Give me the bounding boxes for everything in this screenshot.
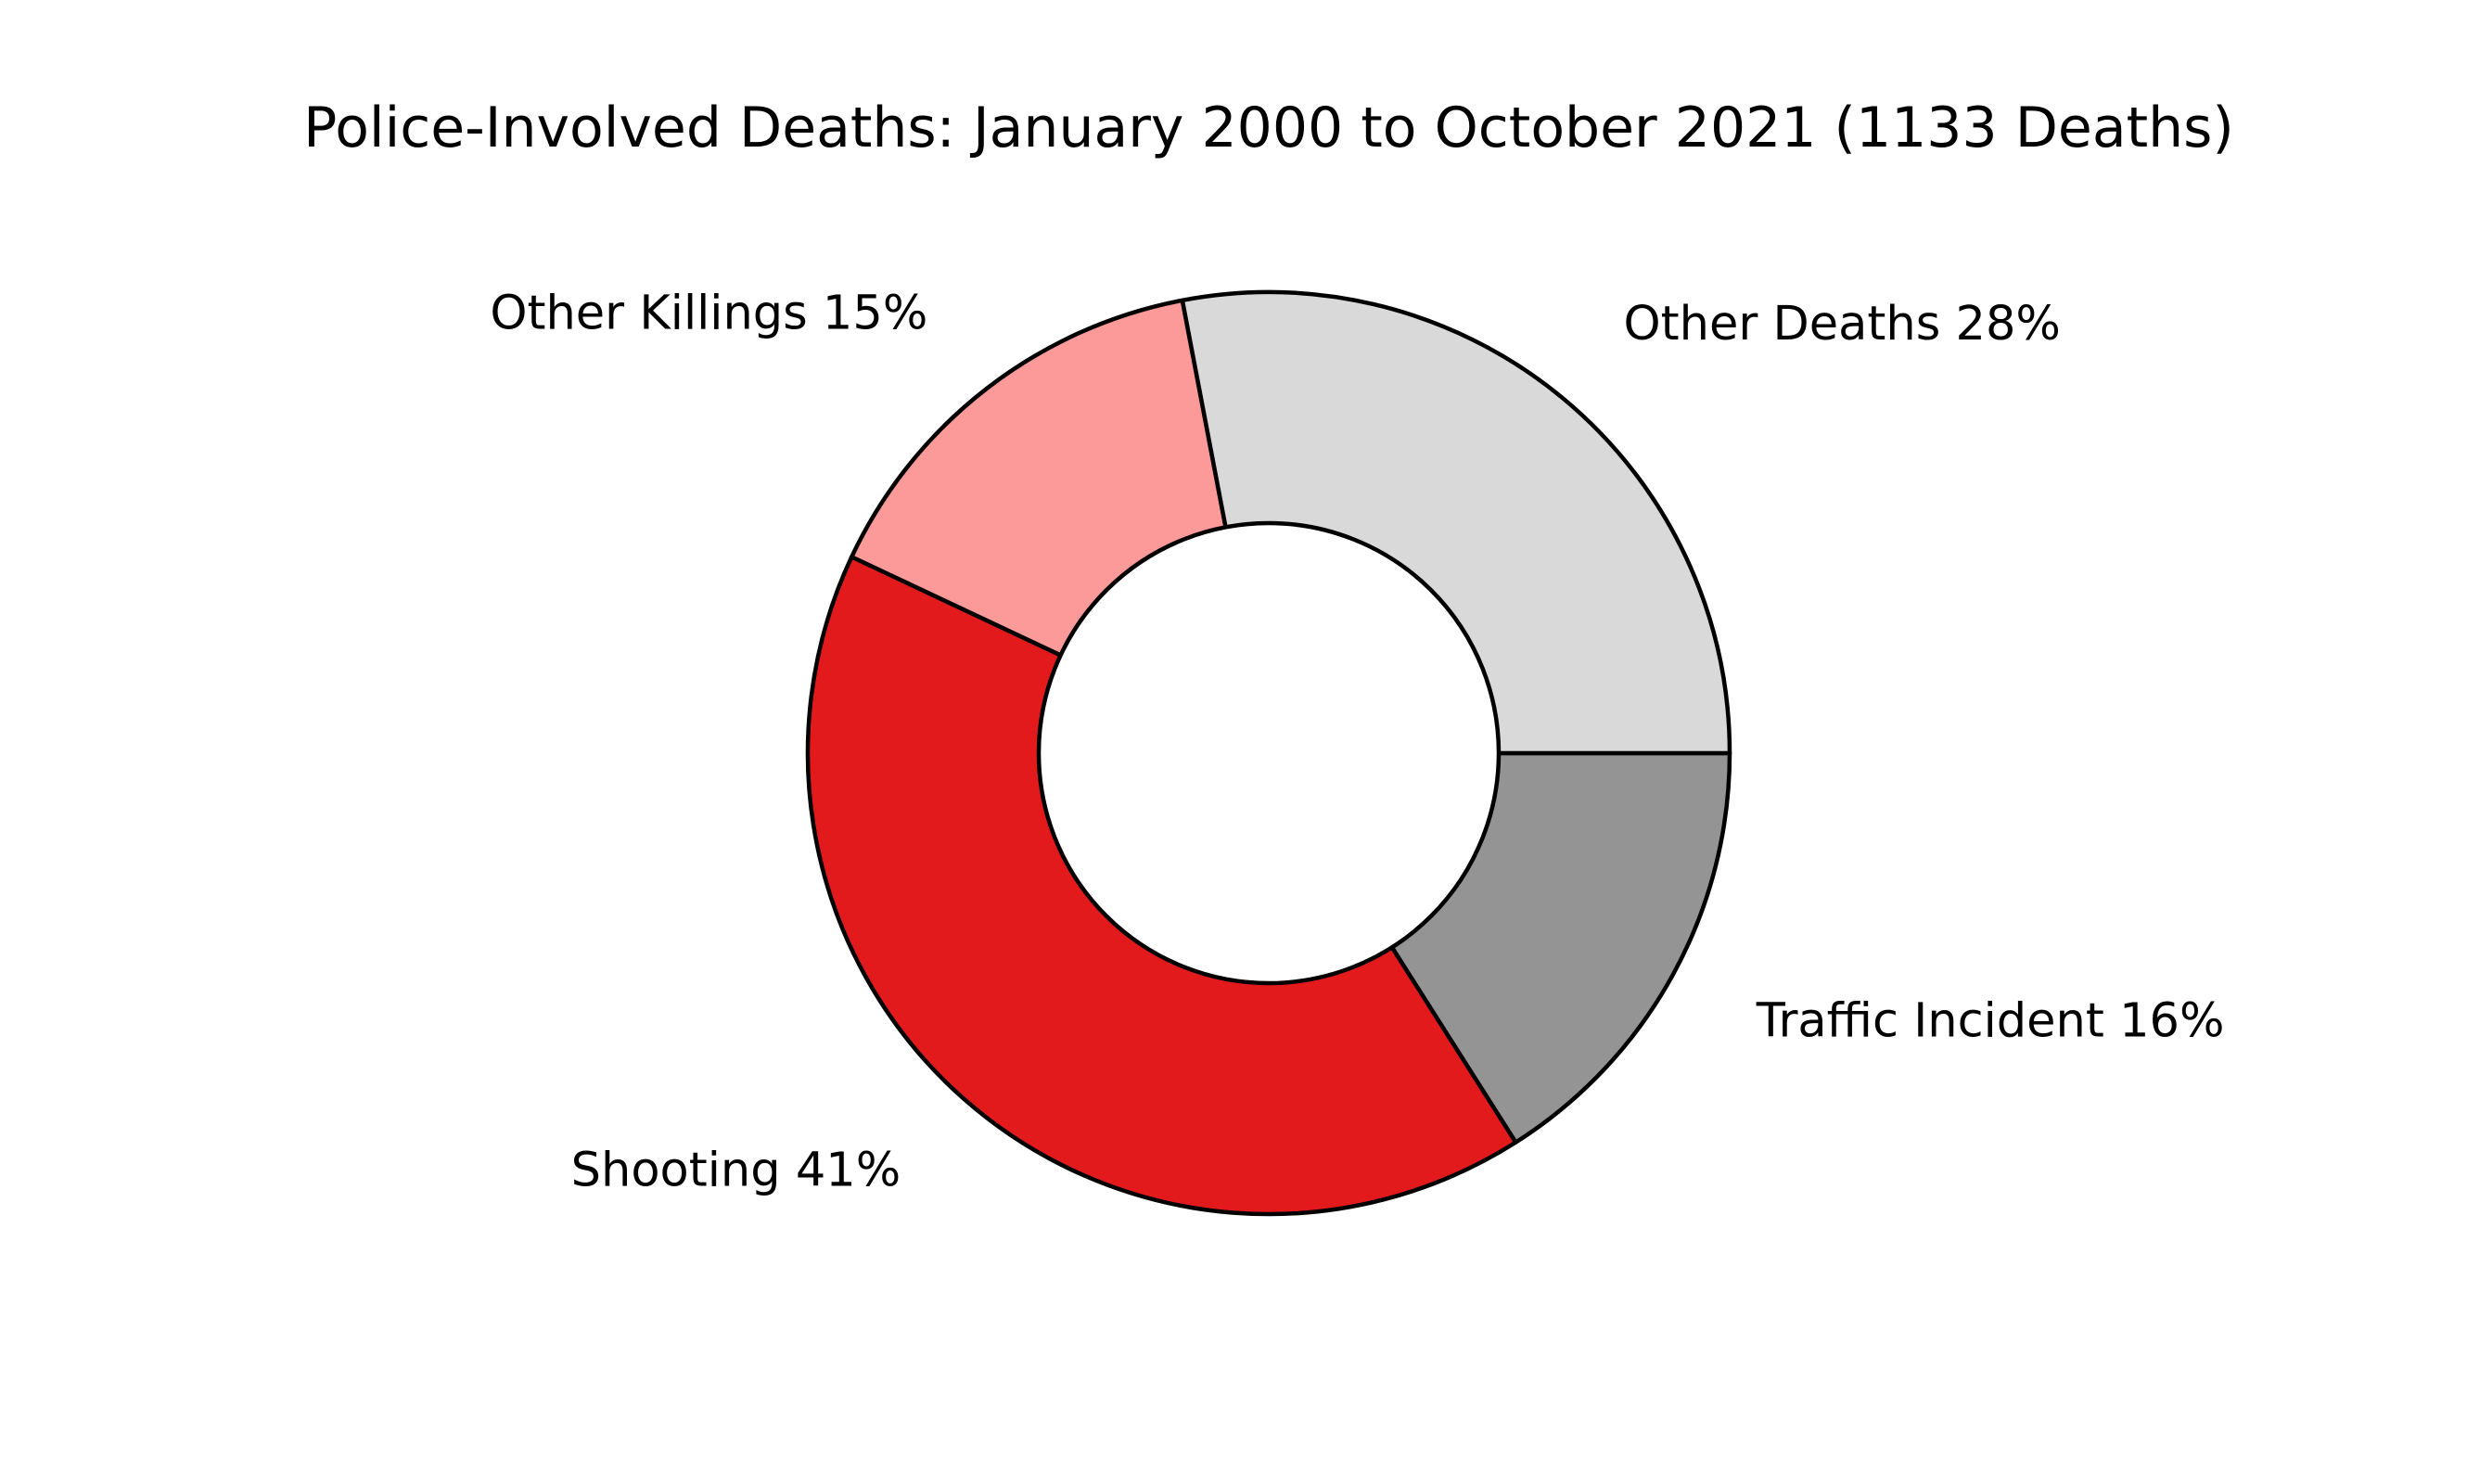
slice-label-other-deaths: Other Deaths 28% (1624, 297, 2061, 352)
chart-title: Police-Involved Deaths: January 2000 to … (303, 96, 2234, 160)
slice-label-other-killings: Other Killings 15% (490, 286, 927, 340)
slice-label-shooting: Shooting 41% (571, 1144, 901, 1198)
donut-hole (1036, 520, 1502, 986)
slice-label-traffic-incident: Traffic Incident 16% (1756, 994, 2225, 1049)
slice-labels: Traffic Incident 16% Shooting 41% Other Ki… (490, 286, 2224, 1197)
